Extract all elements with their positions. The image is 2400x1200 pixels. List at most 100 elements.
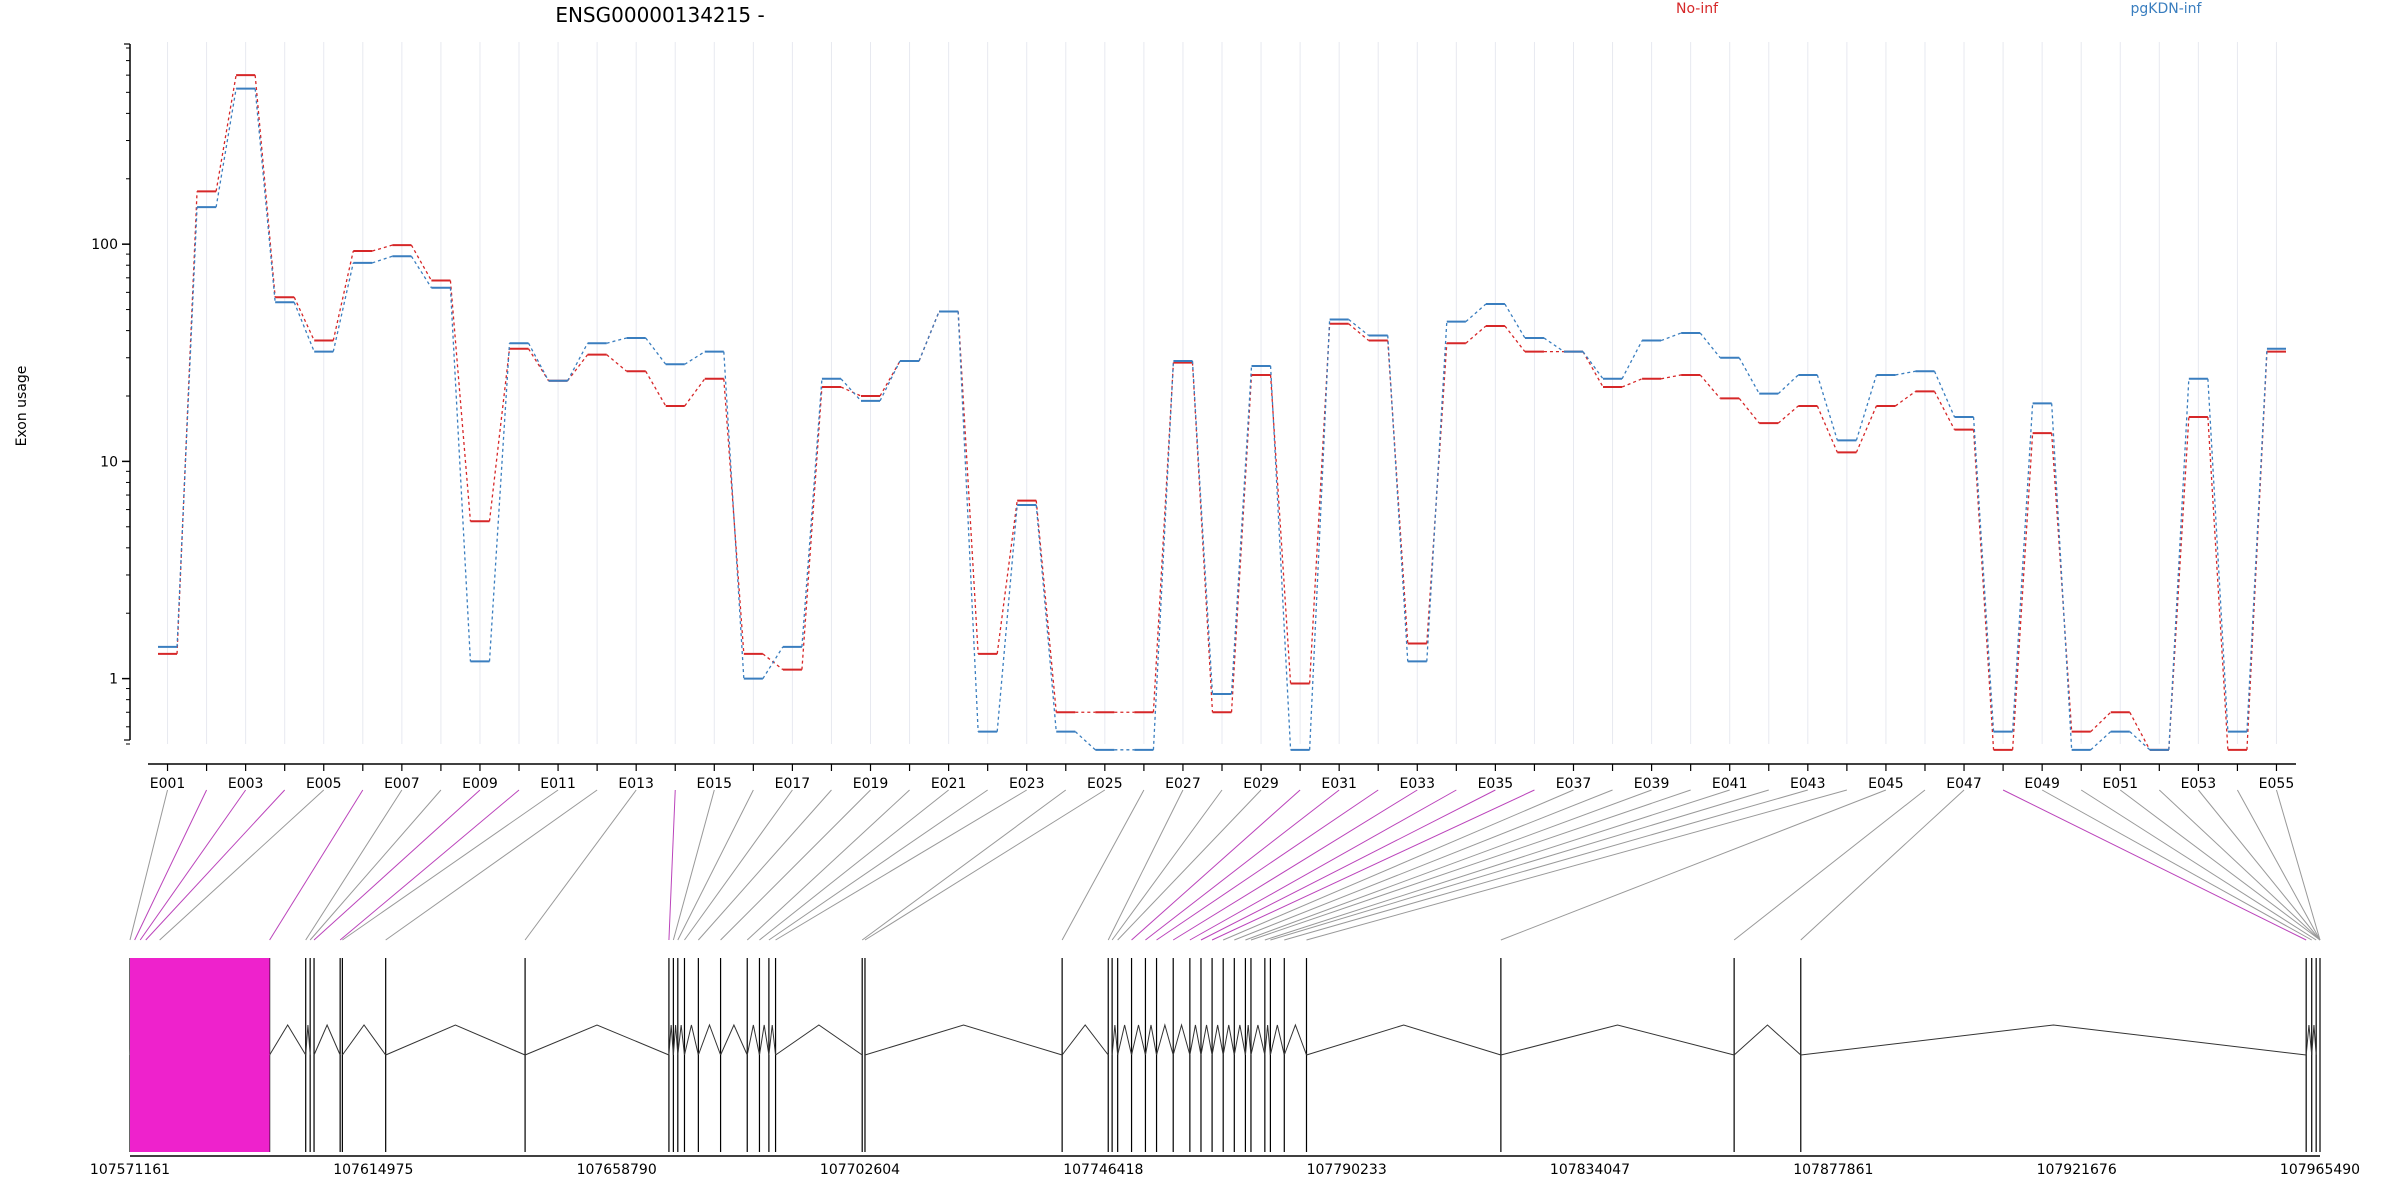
exon-connector (1234, 789, 1613, 941)
exon-connector-lines (129, 789, 2321, 941)
series-connector (1933, 391, 1956, 430)
x-tick-label: E055 (2259, 776, 2295, 792)
series-connector (957, 311, 979, 732)
series-connector (1426, 321, 1448, 662)
intron-chevron (341, 1024, 387, 1056)
series-connector (1855, 374, 1878, 441)
series-connector (1465, 325, 1487, 344)
exon-connector (668, 789, 676, 941)
series-connector (1660, 332, 1682, 342)
x-tick-label: E021 (931, 776, 967, 792)
series-connector (2090, 711, 2112, 733)
exon-connector (720, 789, 871, 941)
series-connector (840, 386, 862, 397)
x-tick-label: E037 (1556, 776, 1592, 792)
exon-connector (1156, 789, 1379, 941)
exon-connector (672, 789, 715, 941)
series-connector (606, 354, 628, 372)
exon-connector (313, 789, 481, 941)
series-connector (527, 342, 550, 382)
series-connector (1504, 303, 1526, 339)
x-tick-label: E007 (384, 776, 420, 792)
series-connector (1230, 374, 1253, 713)
x-tick-label: E025 (1087, 776, 1123, 792)
series-connector (1152, 360, 1175, 750)
genomic-tick-label: 107965490 (2280, 1162, 2360, 1178)
series-connector (1699, 332, 1721, 359)
intron-chevron (1250, 1024, 1266, 1056)
series-connector (1738, 397, 1760, 424)
series-connector (918, 311, 940, 362)
series-connector (996, 504, 1018, 732)
series-connector (1816, 405, 1838, 453)
genomic-tick-label: 107746418 (1063, 1162, 1143, 1178)
exon-connector (1189, 789, 1457, 941)
exon-connector (2041, 789, 2312, 941)
series-connector (2246, 348, 2268, 732)
intron-chevron (1131, 1024, 1146, 1056)
exon-connector (159, 789, 325, 941)
series-connector (1972, 417, 1995, 732)
gene-model: 107571161 107614975 107658790 107702604 1077… (90, 958, 2360, 1178)
intron-chevron (1264, 1024, 1271, 1056)
exon-connector (129, 789, 169, 941)
x-tick-label: E015 (697, 776, 733, 792)
series-connector (215, 88, 237, 208)
series-connector (1816, 374, 1838, 441)
exon-connector (684, 789, 793, 941)
intron-chevron (864, 1024, 1063, 1056)
axes: 1 10 100 E001 E003 E005 E007 E009 E011 E013 E015 E0… (91, 43, 2296, 792)
intron-chevron (683, 1024, 699, 1056)
series-connector (2090, 731, 2112, 751)
series-connector (2207, 378, 2229, 732)
series-connector (1035, 500, 1057, 713)
x-tick-label: E029 (1243, 776, 1279, 792)
x-tick-label: E039 (1634, 776, 1670, 792)
intron-chevron (1222, 1024, 1235, 1056)
genomic-tick-label: 107921676 (2037, 1162, 2117, 1178)
series-connector (1621, 340, 1643, 380)
x-tick-label: E041 (1712, 776, 1748, 792)
series-connector (372, 244, 393, 252)
intron-chevron (2305, 1024, 2313, 1056)
series-connector (2051, 433, 2073, 732)
x-tick-label: E023 (1009, 776, 1045, 792)
series-connector (332, 250, 354, 341)
series-connector (957, 311, 979, 654)
series-connector (645, 337, 667, 365)
exon-connector (1264, 789, 1730, 941)
series-connector (2129, 711, 2151, 751)
exon-connector (677, 789, 754, 941)
intron-chevron (1306, 1024, 1502, 1056)
series-connector (606, 337, 627, 344)
series-connector (1582, 351, 1604, 380)
y-tick-label: 100 (91, 237, 118, 253)
series-connector (2051, 403, 2073, 750)
exon-connector (1111, 789, 1223, 941)
series-connector (1855, 405, 1877, 453)
series-connector (645, 370, 667, 407)
intron-chevron (1200, 1024, 1213, 1056)
exon-connector (145, 789, 286, 941)
series-connector (293, 296, 315, 341)
series-connector (1699, 374, 1721, 399)
series-connector (1035, 504, 1057, 732)
x-tick-label: E027 (1165, 776, 1201, 792)
y-tick-label: 10 (100, 454, 118, 470)
exon-connector (2002, 789, 2307, 941)
intron-chevron (1061, 1024, 1109, 1056)
series-connector (2207, 417, 2229, 750)
series-connector (1582, 351, 1604, 388)
series-connector (1661, 374, 1682, 380)
series-connector (1387, 335, 1409, 662)
series-connector (254, 88, 276, 303)
intron-chevron (305, 1024, 311, 1056)
intron-chevron (1233, 1024, 1246, 1056)
series-connector (723, 378, 745, 654)
exon-connector (1061, 789, 1145, 941)
series-connector (801, 386, 823, 670)
series-connector (293, 302, 315, 352)
series-connector (1308, 319, 1331, 750)
series-connector (1738, 357, 1760, 394)
